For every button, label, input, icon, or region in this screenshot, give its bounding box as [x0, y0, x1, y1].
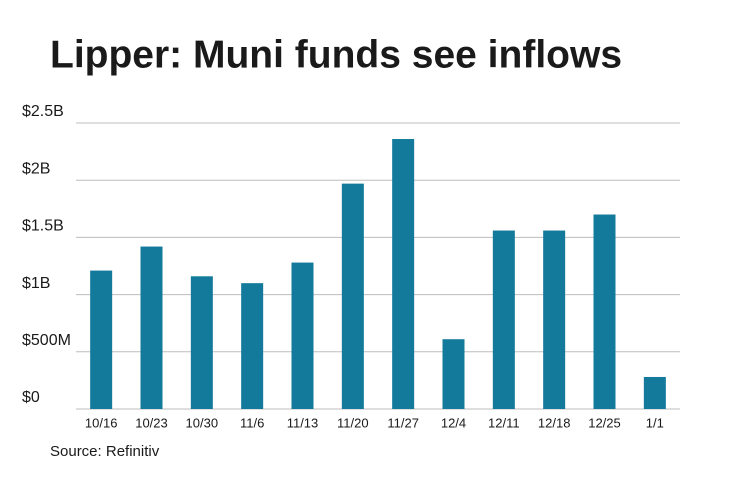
y-tick-label: $2B: [22, 160, 50, 177]
y-tick-label: $500M: [22, 332, 71, 349]
bar: [190, 276, 213, 409]
y-tick-label: $1.5B: [22, 218, 64, 235]
bar: [291, 262, 314, 409]
x-tick-label: 12/25: [588, 415, 621, 430]
x-tick-label: 1/1: [646, 415, 664, 430]
x-tick-label: 10/16: [85, 415, 118, 430]
x-tick-label: 10/30: [186, 415, 219, 430]
bar: [543, 230, 566, 409]
bar: [492, 230, 515, 409]
bar: [341, 183, 364, 409]
bar: [593, 214, 616, 409]
bar: [392, 139, 415, 410]
x-tick-label: 11/20: [337, 415, 369, 430]
x-tick-label: 11/6: [240, 415, 264, 430]
source-note: Source: Refinitiv: [50, 443, 160, 460]
bar: [241, 283, 264, 409]
x-tick-label: 10/23: [135, 415, 168, 430]
bar: [140, 246, 163, 409]
y-tick-label: $1B: [22, 275, 50, 292]
bar: [442, 339, 465, 409]
y-tick-label: $0: [22, 389, 40, 406]
x-tick-label: 12/11: [488, 415, 520, 430]
y-tick-label: $2.5B: [22, 103, 64, 120]
chart-title: Lipper: Muni funds see inflows: [50, 33, 622, 76]
bar: [90, 270, 113, 409]
bar: [643, 376, 666, 409]
x-tick-label: 12/18: [538, 415, 571, 430]
x-tick-label: 11/27: [387, 415, 419, 430]
x-tick-label: 11/13: [287, 415, 319, 430]
x-tick-label: 12/4: [441, 415, 466, 430]
